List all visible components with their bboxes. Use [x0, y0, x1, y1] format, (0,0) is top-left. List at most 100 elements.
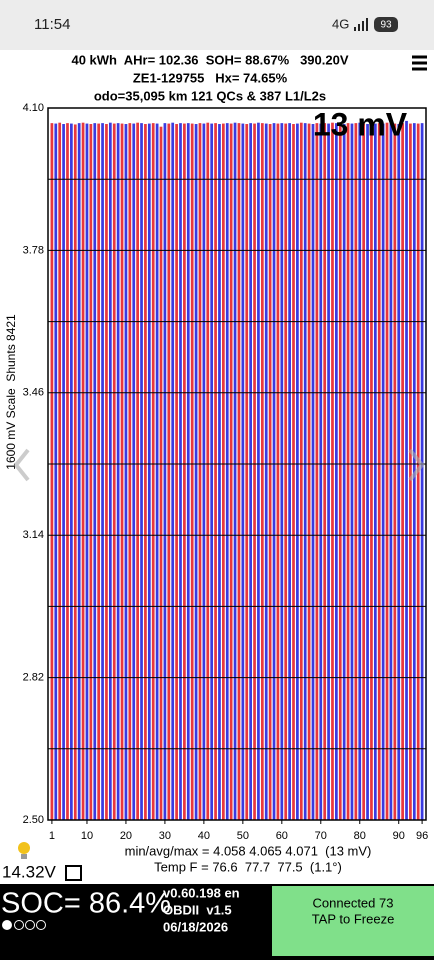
bar [101, 123, 104, 820]
bar [311, 124, 315, 820]
bar [338, 123, 342, 820]
calendar-icon[interactable] [65, 865, 82, 881]
bar [288, 123, 291, 820]
x-tick-label: 60 [276, 830, 288, 842]
bar [272, 123, 276, 820]
x-tick-label: 70 [315, 830, 327, 842]
plot: 2.50 2.82 3.14 3.46 3.78 4.10 1 10 20 30 40 50 60 70 8… [23, 102, 429, 842]
bar [202, 123, 206, 820]
x-tick-label: 20 [120, 830, 132, 842]
x-tick-label: 40 [198, 830, 210, 842]
x-tick-label: 30 [159, 830, 171, 842]
bar [58, 122, 62, 820]
y-tick-label: 3.78 [23, 244, 44, 256]
bar [147, 123, 151, 820]
bar [241, 123, 245, 820]
status-bar [0, 0, 434, 50]
bar [77, 123, 81, 820]
next-arrow[interactable] [408, 448, 425, 482]
prev-arrow[interactable] [13, 448, 30, 482]
bar [120, 123, 124, 820]
bar [323, 123, 327, 820]
signal-icon [354, 18, 368, 31]
status-battery: 93 [380, 20, 392, 31]
bar [93, 123, 97, 820]
bar [409, 123, 412, 820]
y-tick-label: 3.14 [23, 529, 44, 541]
bar [373, 123, 377, 820]
x-tick-label: 90 [393, 830, 405, 842]
bar [405, 120, 408, 820]
menu-button[interactable] [412, 55, 427, 71]
bar [183, 123, 186, 820]
bar [299, 122, 303, 820]
bar [307, 123, 311, 820]
bar [264, 123, 268, 820]
page-dots [2, 920, 46, 930]
y-tick-label: 2.50 [23, 814, 44, 826]
version: v0.60.198 en [163, 885, 240, 900]
bar [253, 123, 256, 820]
bar [401, 123, 404, 820]
bar [346, 123, 350, 820]
bar [171, 122, 175, 820]
bar [81, 122, 85, 820]
bar [163, 123, 167, 820]
bar [393, 123, 397, 820]
bar [140, 123, 143, 820]
bar [167, 123, 171, 820]
bar [85, 123, 89, 820]
bar [315, 123, 319, 820]
annotation: 13 mV [313, 106, 408, 142]
button-text: TAP to Freeze [312, 911, 395, 926]
bar [54, 123, 58, 820]
bar [350, 123, 354, 820]
bar [159, 126, 163, 820]
bar [229, 123, 233, 820]
bar [335, 123, 338, 820]
obd: OBDII v1.5 [163, 902, 232, 917]
y-tick-label: 4.10 [23, 102, 44, 114]
bar [112, 123, 116, 820]
bar [225, 123, 229, 820]
bar [366, 124, 369, 820]
freeze-button[interactable] [272, 886, 434, 956]
bar [354, 123, 358, 820]
bar [284, 123, 288, 820]
bar [331, 122, 334, 820]
bar [342, 124, 346, 820]
bar [108, 122, 112, 820]
x-tick-label: 96 [416, 830, 428, 842]
bar [89, 124, 93, 820]
bar [370, 123, 373, 820]
y-tick-label: 3.46 [23, 387, 44, 399]
temperature: Temp F = 76.6 77.7 77.5 (1.1°) [154, 859, 342, 874]
bar [385, 122, 389, 820]
bar [97, 123, 101, 820]
bar [206, 122, 210, 820]
bar [381, 123, 385, 820]
status-time: 11:54 [34, 16, 70, 33]
bar [73, 124, 77, 821]
bar [218, 124, 221, 820]
bar [296, 123, 299, 820]
soc: SOC= 86.4% [1, 888, 171, 920]
bar [62, 124, 65, 820]
bar [245, 124, 249, 820]
stats: min/avg/max = 4.058 4.065 4.071 (13 mV) [125, 843, 372, 858]
bar [221, 123, 225, 820]
bar [124, 124, 128, 820]
bar [214, 123, 217, 820]
header-line: ZE1-129755 Hx= 74.65% [133, 70, 288, 85]
bar [136, 122, 139, 820]
bar [362, 123, 366, 820]
bar [66, 123, 69, 820]
bar [210, 123, 214, 820]
bar [50, 123, 54, 820]
plot-frame [47, 107, 427, 821]
bar [190, 123, 194, 820]
bar [105, 124, 108, 820]
bar [319, 123, 323, 820]
x-tick-label: 10 [81, 830, 93, 842]
bar [151, 123, 155, 820]
